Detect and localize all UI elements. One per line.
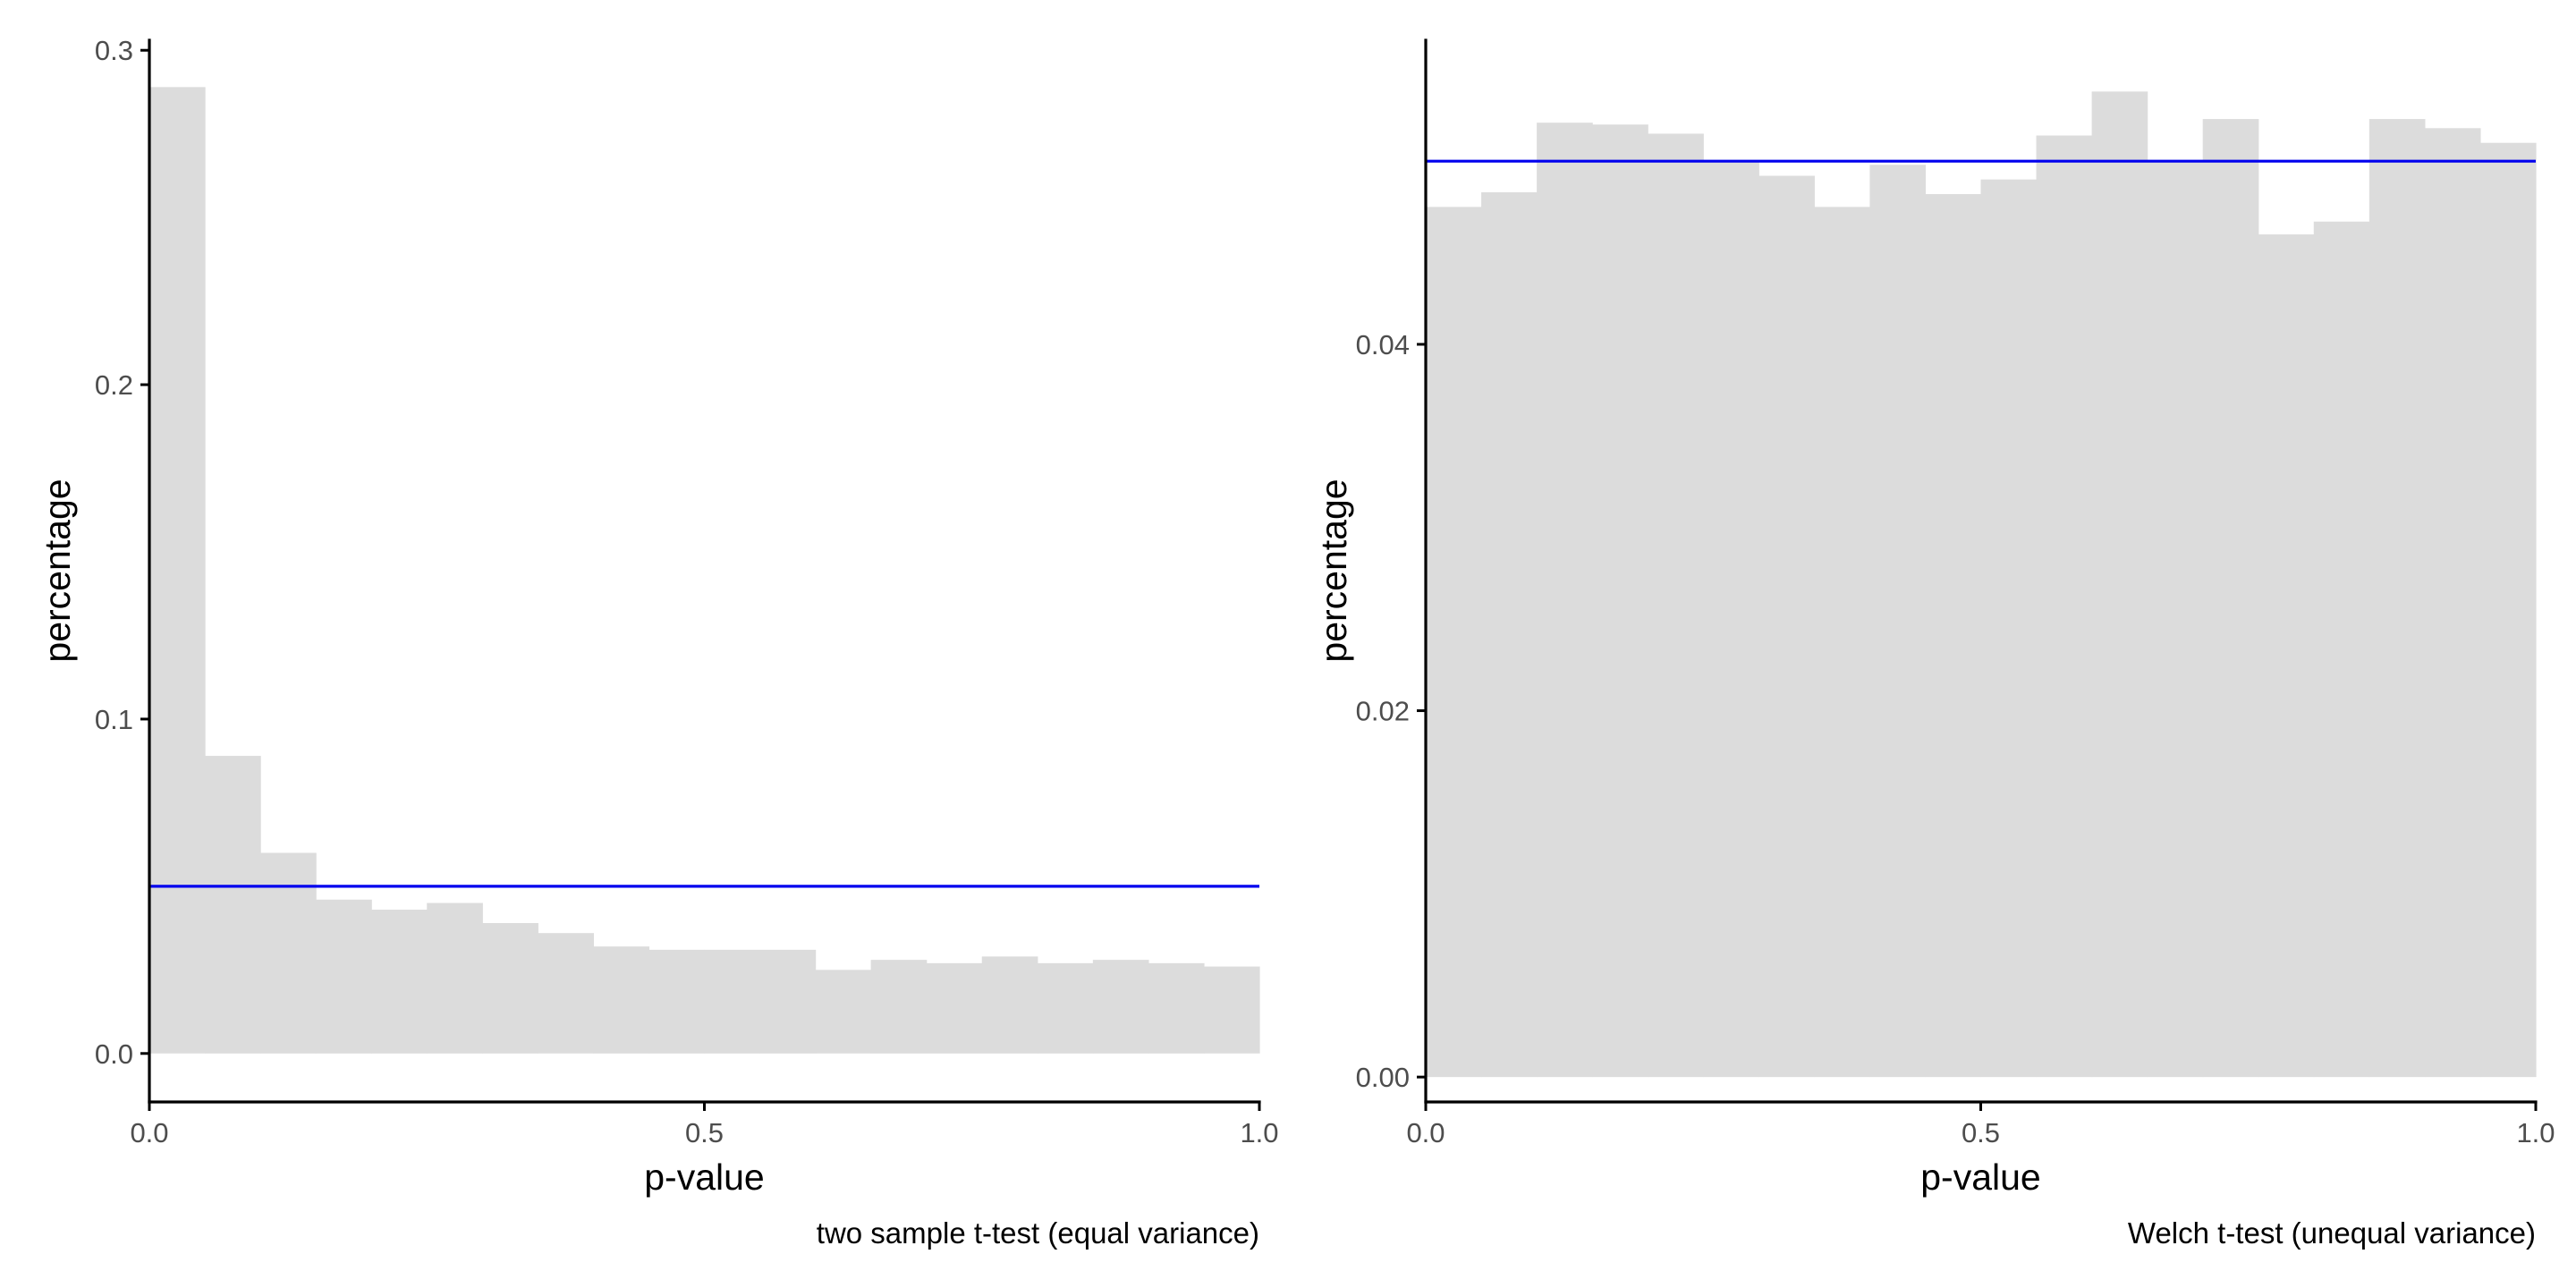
histogram-bar [149,87,206,1054]
left-histogram-panel: 0.0 0.1 0.2 0.3 0.0 0.5 1.0 p-value percentage tw… [37,35,1279,1250]
histogram-bar [1869,165,1927,1078]
y-tick-label: 0.02 [1356,696,1410,727]
histogram-bar [1426,207,1482,1078]
histogram-bar [2479,142,2537,1078]
histogram-bar [1092,960,1149,1054]
histogram-bar [2424,128,2481,1078]
histogram-bar [371,910,428,1054]
histogram-bar [1203,966,1260,1054]
x-axis-title: p-value [1920,1157,2040,1198]
x-tick-label: 0.5 [1962,1117,2000,1148]
histogram-bar [2202,119,2259,1078]
histogram-bar [2036,135,2093,1078]
y-tick-label: 0.1 [95,704,133,735]
y-tick-label: 0.3 [95,35,133,66]
histogram-bar [981,956,1038,1054]
x-tick-label: 1.0 [2516,1117,2555,1148]
histogram-bar [482,922,538,1054]
histogram-bar [1537,123,1593,1078]
x-tick-label: 0.5 [685,1117,724,1148]
x-axis-title: p-value [644,1157,764,1198]
histogram-bar [1758,175,1815,1078]
histogram-bar [316,899,372,1054]
histogram-bar [759,949,817,1054]
histogram-bar [2091,91,2148,1078]
x-tick-label: 0.0 [1406,1117,1445,1148]
y-tick-label: 0.0 [95,1038,133,1070]
y-axis-title: percentage [1313,479,1354,662]
histogram-bar [1925,194,1982,1078]
histogram-bar [1814,207,1870,1078]
histogram-bar [205,756,261,1054]
histogram-bar [593,946,650,1054]
histogram-bar [815,970,872,1054]
y-axis-title: percentage [37,479,78,662]
y-tick-label: 0.2 [95,369,133,401]
x-tick-label: 0.0 [130,1117,168,1148]
histogram-bar [926,962,983,1054]
histogram-bar [1648,133,1704,1078]
histogram-bar [2313,221,2370,1078]
x-tick-label: 1.0 [1240,1117,1278,1148]
histogram-bar [1980,179,2038,1078]
histogram-bar [2368,119,2426,1078]
histogram-bar [1481,191,1538,1078]
plot-caption: two sample t-test (equal variance) [817,1216,1259,1250]
histogram-bar [1037,962,1094,1054]
histogram-bar [648,949,706,1054]
right-histogram-panel: 0.00 0.02 0.04 0.0 0.5 1.0 p-value percentage We… [1313,38,2555,1250]
histogram-bar [704,949,761,1054]
histogram-bar [1592,124,1648,1078]
histogram-bar [2147,161,2204,1078]
plot-caption: Welch t-test (unequal variance) [2128,1216,2536,1250]
histogram-bar [427,902,483,1054]
histogram-bar [2258,234,2315,1078]
y-tick-label: 0.04 [1356,329,1410,360]
histogram-bar [1148,962,1205,1054]
histogram-bar [538,933,594,1054]
histogram-bar [870,960,928,1054]
histogram-bar [260,852,317,1054]
y-tick-label: 0.00 [1356,1062,1410,1093]
histogram-bar [1703,161,1759,1078]
